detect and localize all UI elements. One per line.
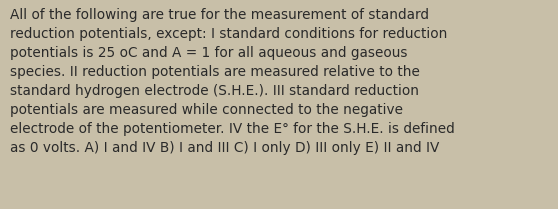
- Text: All of the following are true for the measurement of standard
reduction potentia: All of the following are true for the me…: [10, 8, 455, 155]
